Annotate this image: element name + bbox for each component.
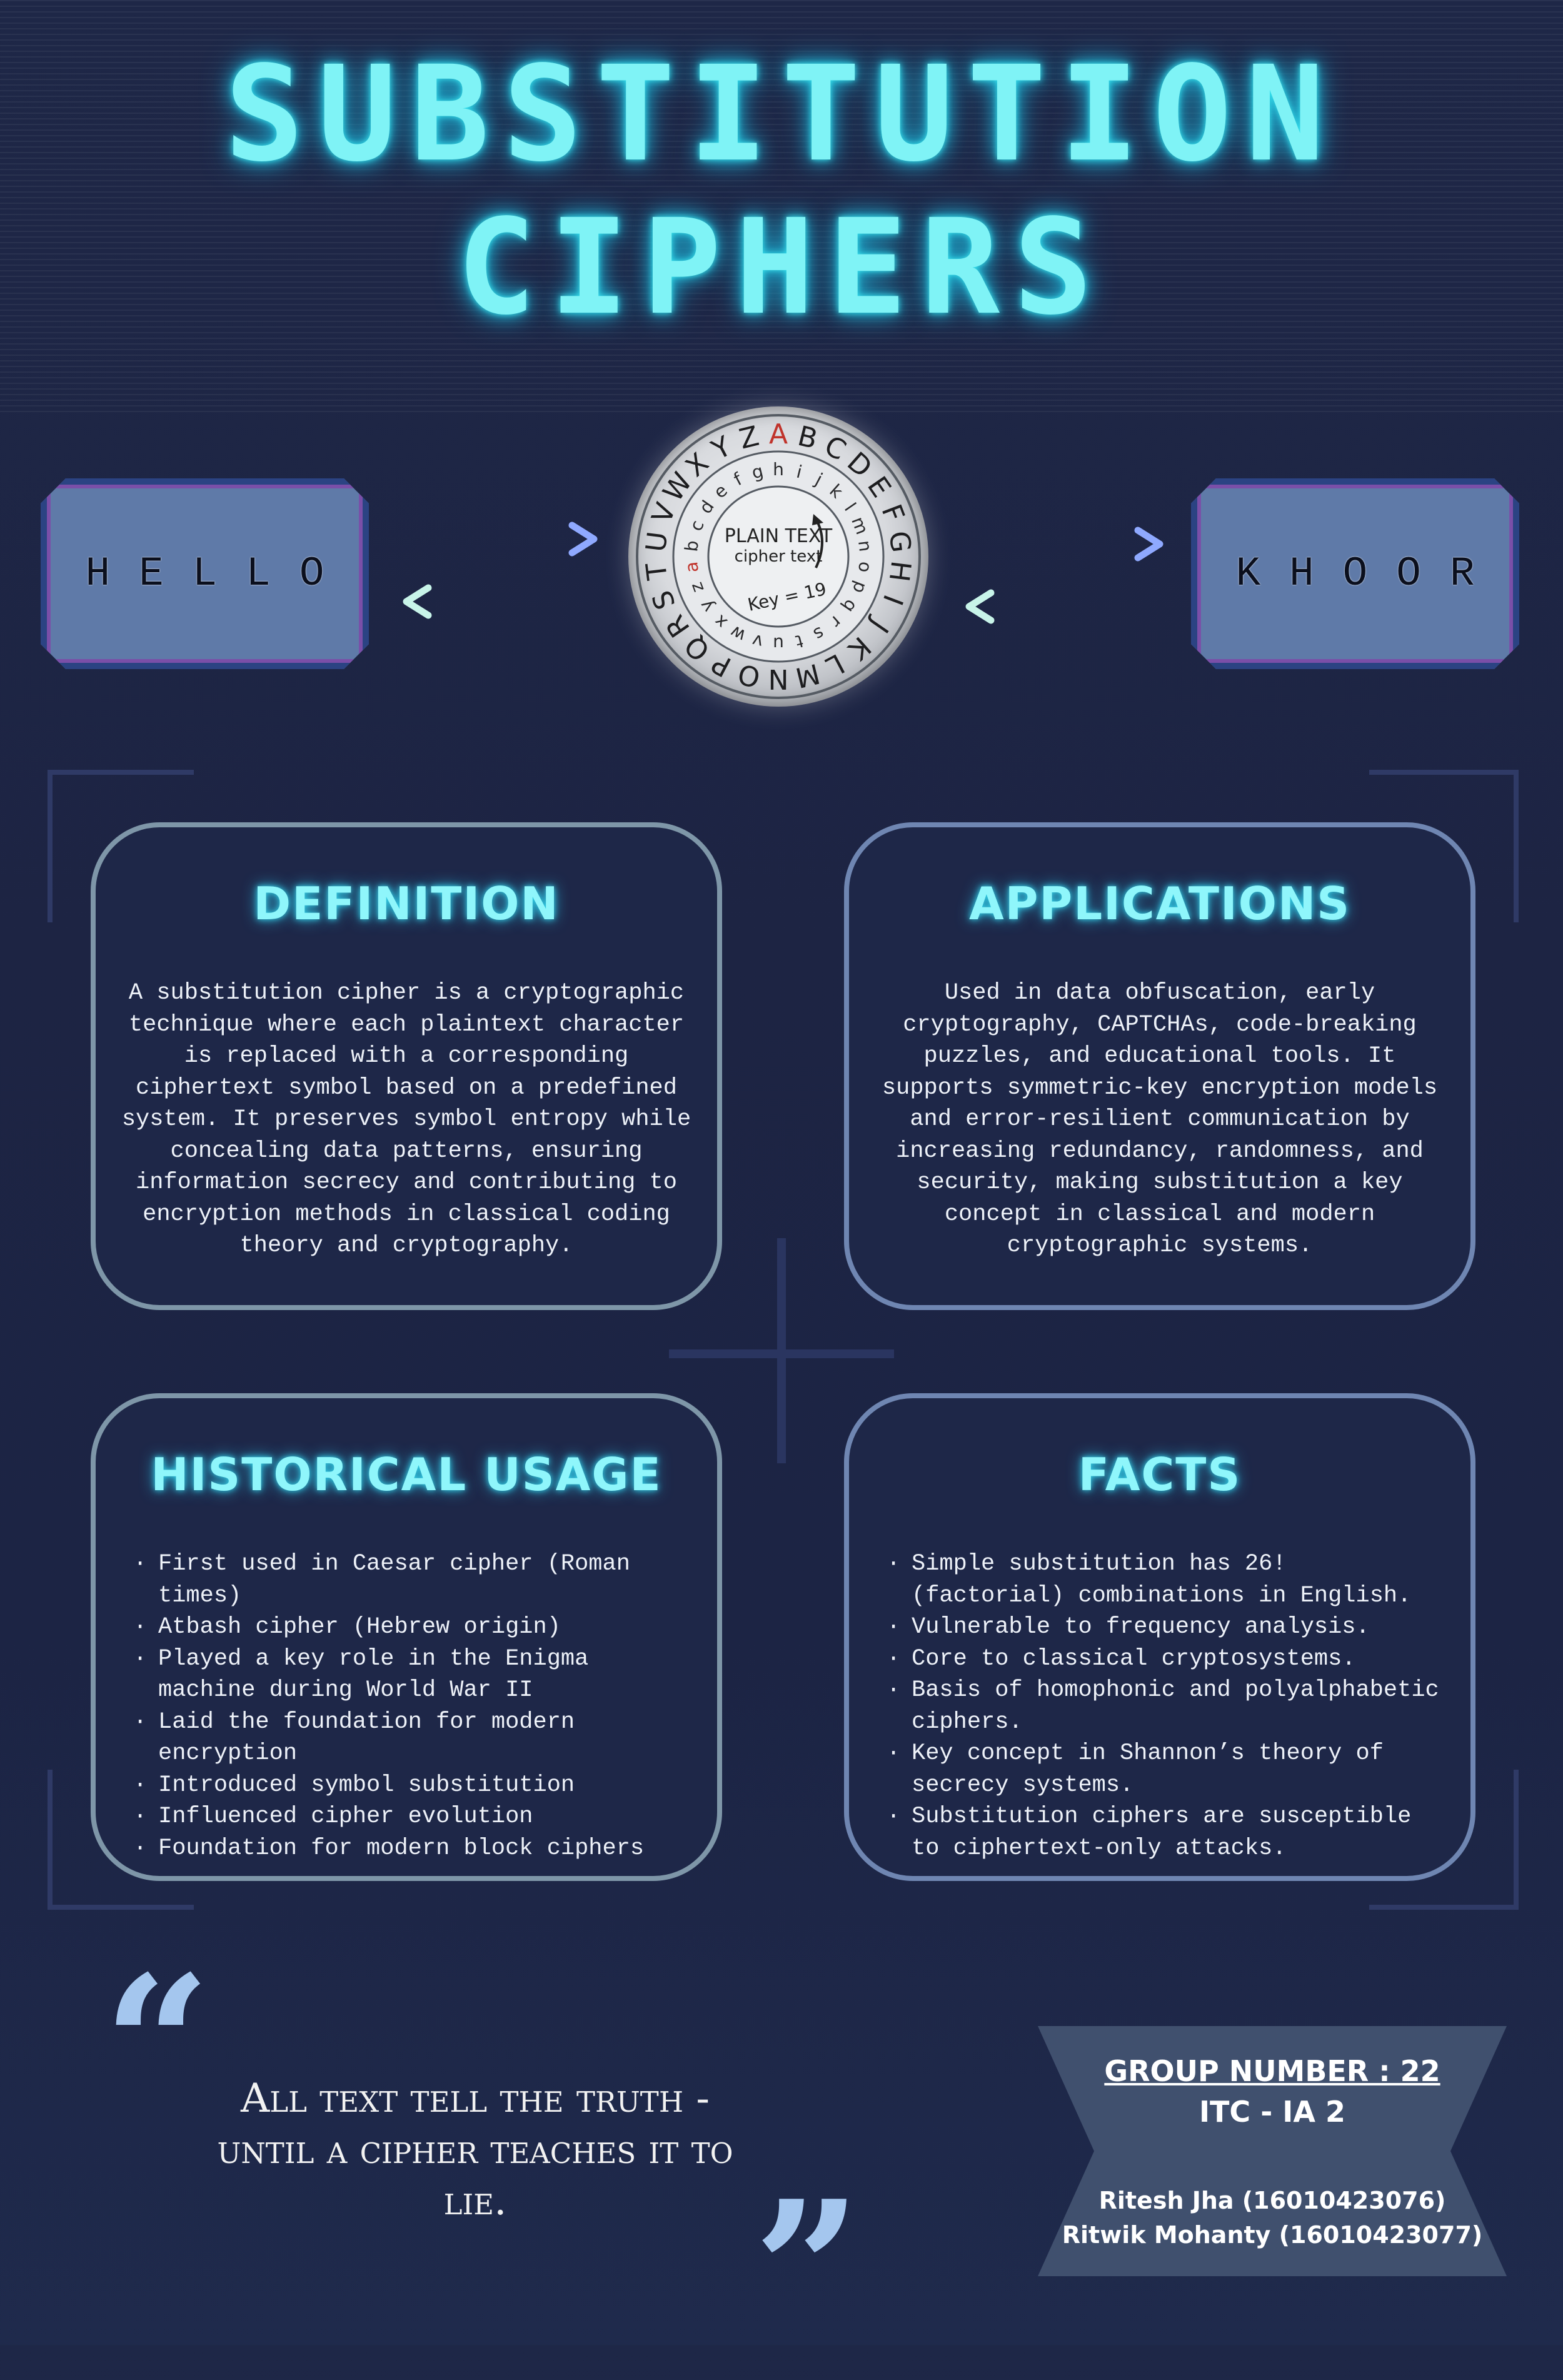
ciphertext-box: KHOOR: [1191, 478, 1519, 669]
list-item: Substitution ciphers are susceptible to …: [887, 1801, 1452, 1864]
historical-list: First used in Caesar cipher (Roman times…: [133, 1548, 698, 1864]
list-item: Laid the foundation for modern encryptio…: [133, 1707, 698, 1770]
list-item: Introduced symbol substitution: [133, 1770, 698, 1802]
list-item: Core to classical cryptosystems.: [887, 1643, 1452, 1675]
wheel-cipher-label: cipher text: [734, 547, 823, 566]
facts-card: FACTS Simple substitution has 26! (facto…: [844, 1393, 1475, 1881]
definition-text: A substitution cipher is a cryptographic…: [121, 980, 691, 1259]
list-item: First used in Caesar cipher (Roman times…: [133, 1548, 698, 1611]
wheel-outer-letter: L: [821, 647, 850, 683]
plaintext-word: HELLO: [85, 550, 353, 597]
decorative-frame: [48, 770, 1519, 1910]
historical-heading: HISTORICAL USAGE: [151, 1448, 662, 1501]
wheel-outer-letter: N: [768, 663, 789, 695]
wheel-outer-letter: Y: [706, 430, 736, 466]
wheel-inner-letter: o: [854, 560, 876, 573]
ciphertext-word: KHOOR: [1235, 550, 1504, 597]
wheel-outer-letter: T: [640, 561, 674, 582]
list-item: Played a key role in the Enigma machine …: [133, 1643, 698, 1707]
applications-card: APPLICATIONS Used in data obfuscation, e…: [844, 822, 1475, 1310]
wheel-outer-letter: P: [707, 647, 736, 682]
wheel-outer-letter: A: [769, 418, 788, 450]
list-item: Vulnerable to frequency analysis.: [887, 1611, 1452, 1643]
wheel-inner-letter: u: [773, 633, 784, 654]
plaintext-box: HELLO: [41, 478, 369, 669]
group-ribbon: [1038, 2026, 1507, 2276]
class-label: ITC - IA 2: [1199, 2095, 1346, 2129]
list-item: Basis of homophonic and polyalphabetic c…: [887, 1675, 1452, 1738]
wheel-inner-letter: v: [750, 630, 765, 652]
left-arrows-icon: [397, 522, 598, 619]
list-item: Simple substitution has 26! (factorial) …: [887, 1548, 1452, 1611]
quote-text: All text tell the truth - until a cipher…: [217, 2075, 733, 2224]
wheel-plain-label: PLAIN TEXT: [724, 525, 833, 547]
group-number: GROUP NUMBER : 22: [1104, 2054, 1440, 2088]
wheel-outer-letter: J: [863, 612, 895, 638]
historical-usage-card: HISTORICAL USAGE First used in Caesar ci…: [91, 1393, 722, 1881]
wheel-inner-letter: a: [681, 560, 703, 573]
wheel-outer-letter: G: [883, 529, 917, 554]
facts-heading: FACTS: [1078, 1448, 1242, 1501]
applications-heading: APPLICATIONS: [968, 877, 1351, 930]
wheel-outer-letter: O: [735, 657, 763, 693]
member-1: Ritesh Jha (16010423076): [1098, 2187, 1446, 2214]
wheel-outer-letter: B: [795, 420, 821, 456]
page-title-line-1: SUBSTITUTION: [224, 38, 1339, 191]
page-title-line-2: CIPHERS: [456, 191, 1107, 344]
open-quote-icon: “: [103, 1934, 211, 2155]
wheel-inner-letter: n: [854, 539, 876, 553]
close-quote-icon: ”: [753, 2159, 862, 2380]
definition-card: DEFINITION A substitution cipher is a cr…: [91, 822, 722, 1310]
right-arrows-icon: [962, 527, 1163, 624]
wheel-inner-letter: h: [773, 459, 784, 480]
facts-list: Simple substitution has 26! (factorial) …: [887, 1548, 1452, 1864]
member-2: Ritwik Mohanty (16010423077): [1062, 2221, 1483, 2249]
applications-text: Used in data obfuscation, early cryptogr…: [882, 980, 1438, 1259]
list-item: Foundation for modern block ciphers: [133, 1833, 698, 1865]
list-item: Key concept in Shannon’s theory of secre…: [887, 1738, 1452, 1801]
wheel-outer-letter: Z: [736, 420, 761, 456]
wheel-outer-letter: U: [640, 530, 675, 553]
wheel-inner-letter: b: [681, 539, 703, 553]
wheel-outer-letter: F: [875, 500, 910, 527]
wheel-outer-letter: M: [792, 657, 823, 694]
list-item: Influenced cipher evolution: [133, 1801, 698, 1833]
list-item: Atbash cipher (Hebrew origin): [133, 1611, 698, 1643]
wheel-outer-letter: S: [646, 586, 682, 613]
wheel-outer-letter: H: [883, 559, 917, 583]
wheel-outer-letter: I: [877, 590, 909, 609]
definition-heading: DEFINITION: [253, 877, 560, 930]
